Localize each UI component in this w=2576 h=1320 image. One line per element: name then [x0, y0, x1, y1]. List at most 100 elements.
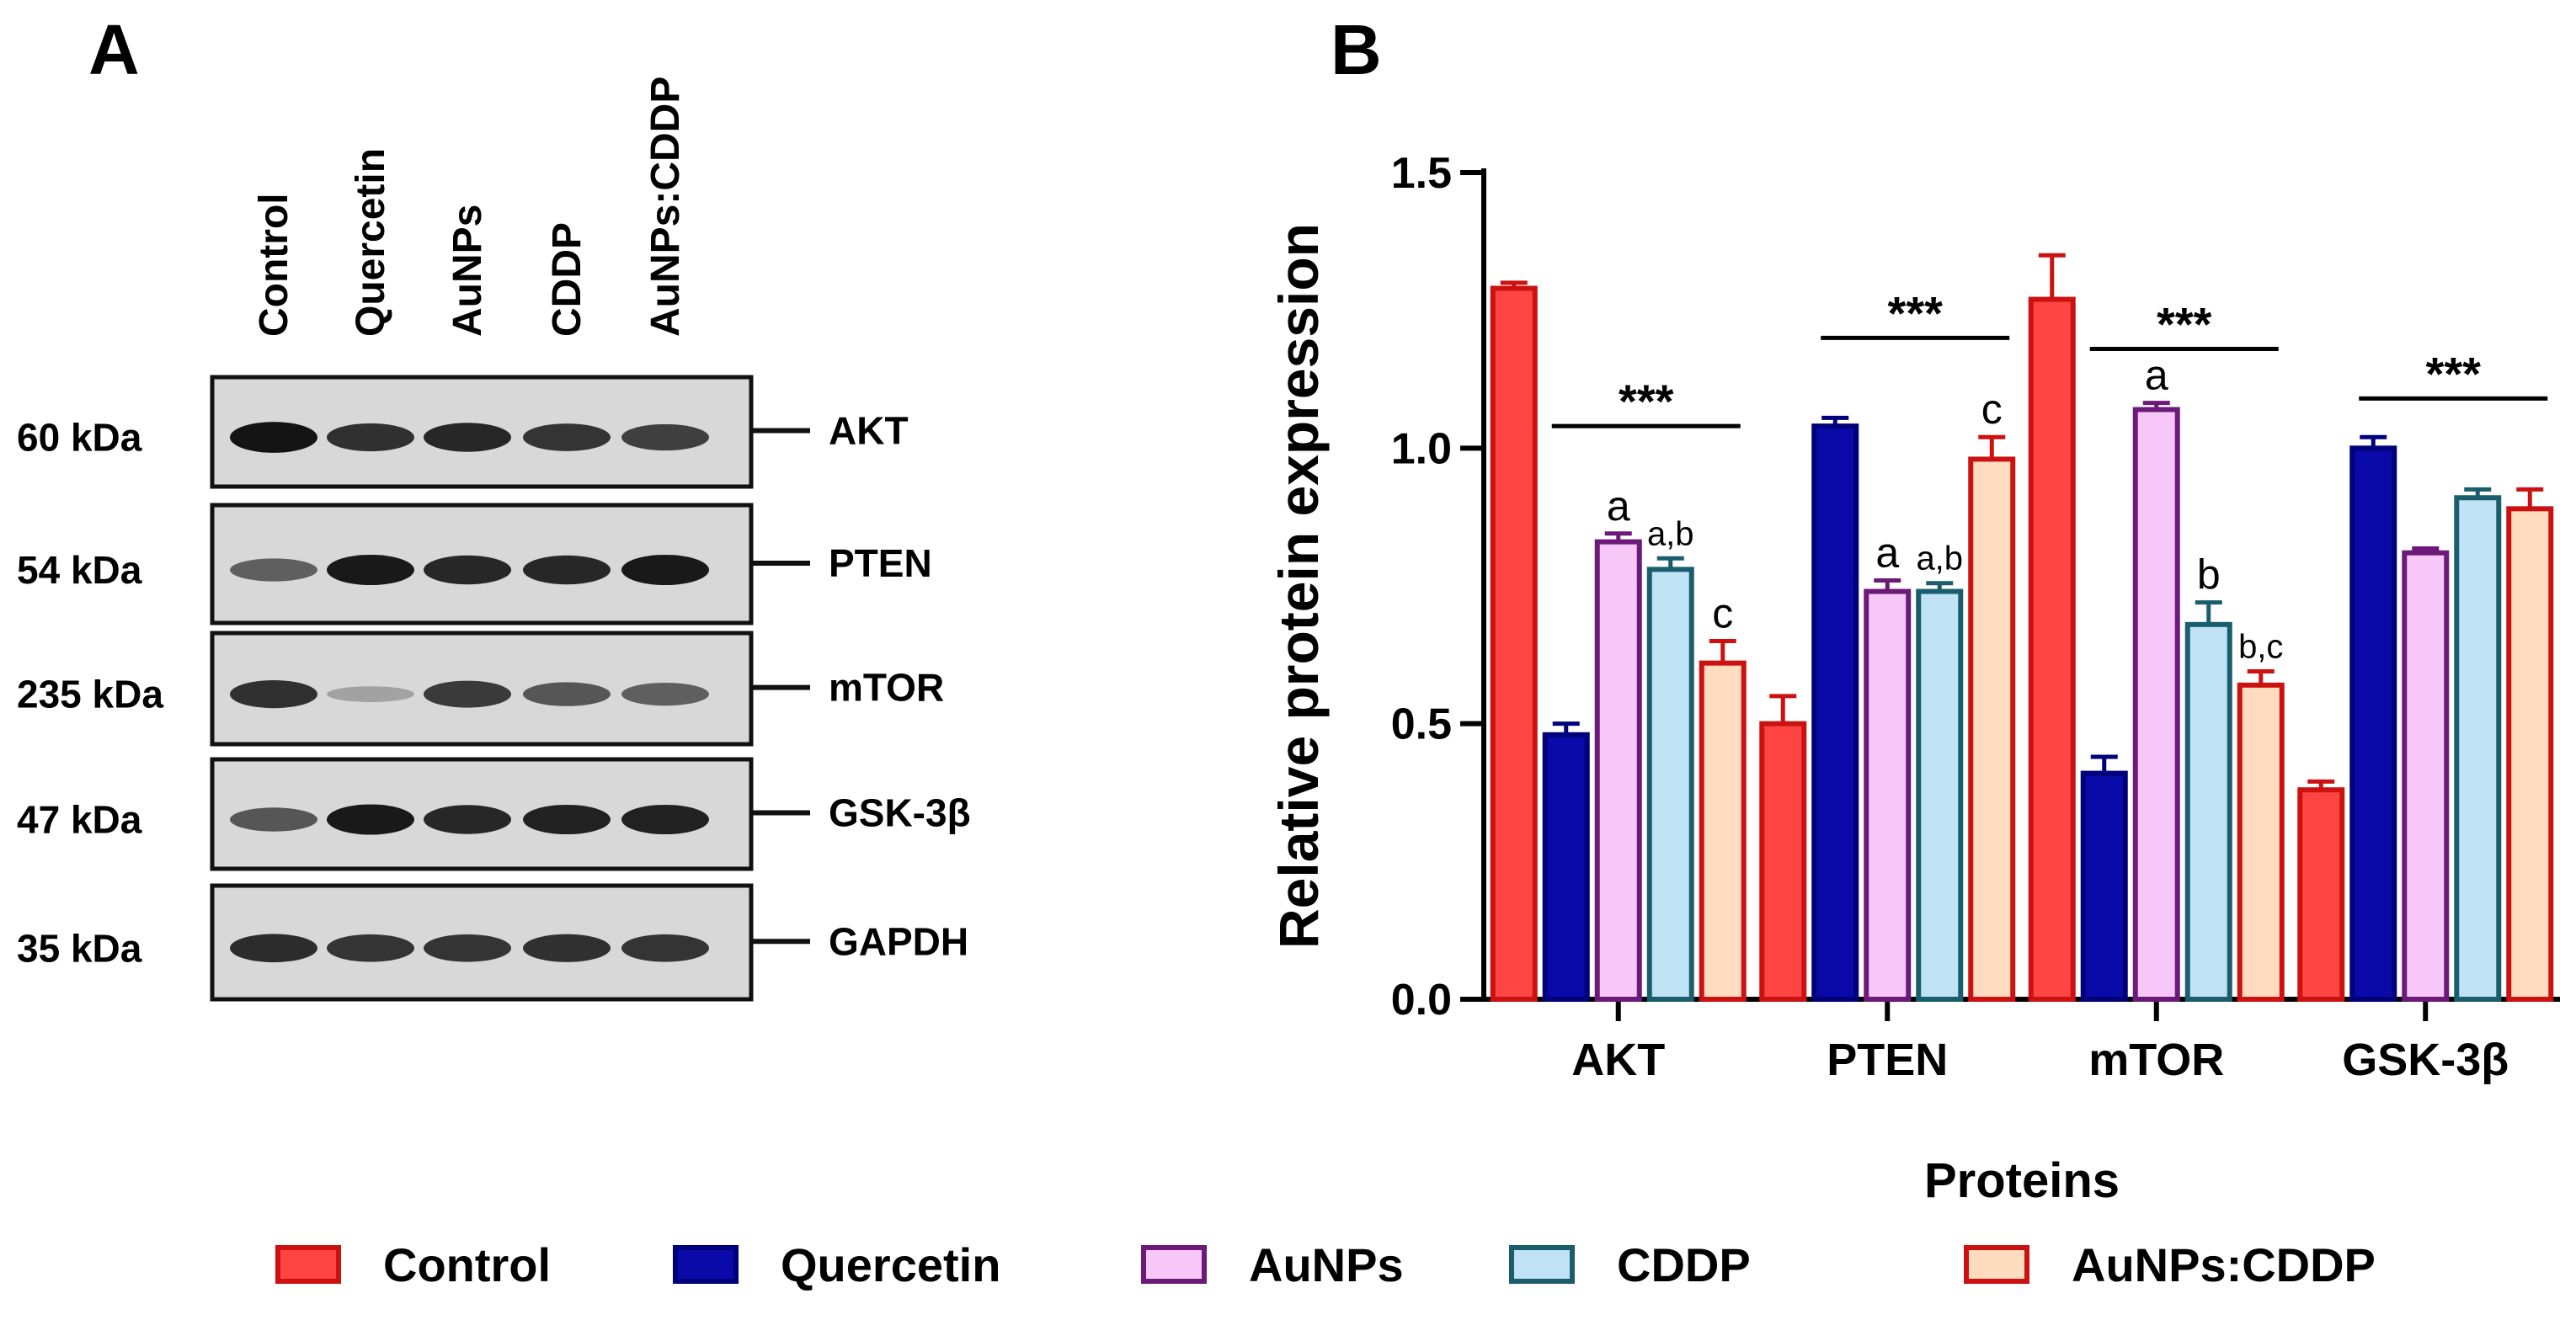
x-tick-label: AKT	[1571, 1035, 1665, 1085]
blot-band	[621, 934, 709, 962]
y-tick-label: 0.0	[1391, 976, 1452, 1025]
blot-band	[424, 934, 511, 962]
bar	[2402, 550, 2450, 1002]
bar	[1594, 539, 1642, 1002]
bar	[1490, 285, 1538, 1003]
significance-label: ***	[2157, 297, 2212, 350]
kda-label: 35 kDa	[17, 926, 142, 970]
blot-band	[523, 934, 611, 962]
bar	[1864, 588, 1912, 1003]
kda-label: 60 kDa	[17, 416, 142, 460]
legend-swatch	[1141, 1245, 1207, 1284]
blot-band	[523, 423, 611, 451]
protein-label: GAPDH	[829, 919, 968, 963]
blot-row: 60 kDa AKT	[17, 375, 909, 489]
blot-band	[621, 554, 709, 586]
significance-label: ***	[1619, 375, 1674, 428]
blot-band	[230, 422, 317, 453]
legend-item: AuNPs:CDDP	[1964, 1238, 2376, 1291]
group-letter: b,c	[2238, 628, 2283, 665]
kda-label: 47 kDa	[17, 798, 142, 842]
blot-band	[327, 804, 414, 835]
blot-band	[327, 934, 414, 962]
protein-label: mTOR	[829, 666, 944, 710]
x-axis-title: Proteins	[1924, 1153, 2120, 1208]
protein-label: PTEN	[829, 541, 932, 585]
panel-b-label: B	[1331, 10, 1382, 89]
blot-band	[523, 804, 611, 835]
blot-band	[327, 554, 414, 586]
lane-label: Quercetin	[349, 148, 393, 337]
legend-label: AuNPs	[1249, 1238, 1404, 1291]
bar	[1811, 423, 1859, 1002]
blot-band	[621, 804, 709, 835]
bar	[2349, 445, 2397, 1002]
x-tick-label: PTEN	[1827, 1035, 1948, 1085]
bar	[1646, 567, 1694, 1002]
blot-band	[621, 423, 709, 451]
bar	[1759, 721, 1807, 1003]
blot-band	[230, 807, 317, 832]
legend-item: Quercetin	[673, 1238, 1000, 1291]
blot-band	[424, 805, 511, 834]
bar	[1916, 588, 1964, 1003]
legend-label: Quercetin	[781, 1238, 1000, 1291]
y-tick-label: 1.0	[1391, 424, 1452, 473]
chart-legend: Control Quercetin AuNPs CDDP AuNPs:CDDP	[275, 1238, 2376, 1291]
kda-label: 235 kDa	[17, 673, 163, 716]
panel-a-label: A	[88, 10, 140, 89]
legend-label: Control	[383, 1238, 551, 1291]
legend-label: AuNPs:CDDP	[2072, 1238, 2376, 1291]
blot-band	[523, 682, 611, 706]
blot-band	[327, 423, 414, 452]
lane-label: CDDP	[545, 222, 589, 337]
x-tick-label: mTOR	[2088, 1035, 2224, 1085]
y-tick-label: 1.5	[1391, 149, 1452, 198]
legend-swatch	[1509, 1245, 1575, 1284]
blot-row: 47 kDa GSK-3β	[17, 757, 971, 871]
lane-label: Control	[252, 193, 296, 337]
protein-label: AKT	[829, 409, 909, 453]
significance-label: ***	[1888, 286, 1944, 339]
group-letter: a	[2145, 352, 2168, 399]
group-letter: a,b	[1916, 540, 1963, 578]
group-letter: a	[1875, 529, 1899, 576]
legend-item: CDDP	[1509, 1238, 1751, 1291]
blot-band	[621, 683, 709, 706]
bar	[2454, 495, 2502, 1002]
blot-row: 35 kDa GAPDH	[17, 883, 968, 1002]
y-tick-label: 0.5	[1391, 700, 1452, 749]
bar	[2506, 506, 2554, 1002]
blot-band	[230, 680, 317, 709]
blot-band	[230, 558, 317, 582]
x-tick-label: GSK-3β	[2342, 1035, 2509, 1085]
group-letter: b	[2197, 551, 2221, 599]
bar	[2237, 682, 2285, 1003]
group-letter: c	[1981, 386, 2003, 433]
bar	[2184, 621, 2232, 1002]
bar	[2297, 787, 2345, 1003]
significance-label: ***	[2426, 347, 2482, 400]
blot-band	[424, 555, 511, 585]
bar	[1542, 732, 1590, 1002]
legend-swatch	[673, 1245, 739, 1284]
bar-chart: 0.0 0.5 1.0 1.5 Relative protein expression A…	[1267, 149, 2560, 1208]
lane-label: AuNPs:CDDP	[643, 77, 688, 337]
group-letter: a	[1607, 482, 1630, 530]
bar	[2080, 770, 2128, 1002]
blot-band	[424, 423, 511, 452]
blot-row: 235 kDa mTOR	[17, 631, 944, 747]
western-blot: Control Quercetin AuNPs CDDP AuNPs:CDDP 60 kD…	[17, 77, 971, 1002]
blot-band	[327, 686, 414, 702]
legend-swatch	[275, 1245, 341, 1284]
legend-item: AuNPs	[1141, 1238, 1404, 1291]
legend-item: Control	[275, 1238, 551, 1291]
bar	[1968, 456, 2016, 1002]
legend-swatch	[1964, 1245, 2029, 1284]
legend-label: CDDP	[1617, 1238, 1751, 1291]
blot-band	[230, 934, 317, 963]
kda-label: 54 kDa	[17, 548, 142, 592]
lane-label: AuNPs	[445, 205, 490, 337]
protein-label: GSK-3β	[829, 791, 971, 835]
